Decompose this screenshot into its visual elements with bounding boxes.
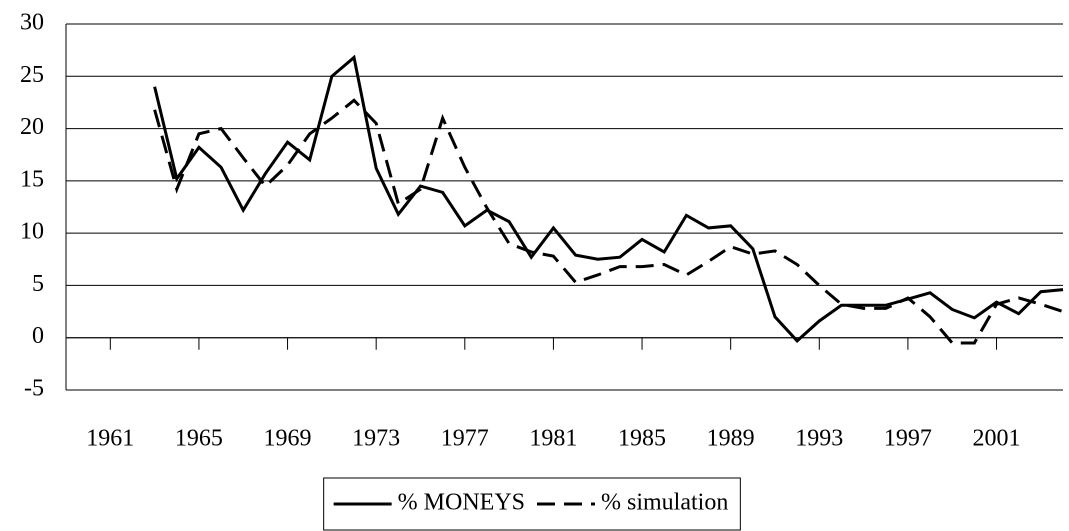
x-tick-label: 1977	[441, 426, 489, 452]
x-tick-label: 1969	[264, 426, 312, 452]
y-tick-label: 25	[20, 62, 44, 88]
y-tick-label: 20	[20, 114, 44, 140]
y-tick-label: 30	[20, 10, 44, 36]
y-tick-label: 15	[20, 166, 44, 192]
series-line	[153, 98, 1064, 345]
x-tick-label: 1981	[529, 426, 577, 452]
y-tick-label: 5	[32, 271, 44, 297]
legend-label: % MONEYS	[398, 490, 525, 516]
x-tick-label: 1993	[795, 426, 843, 452]
y-tick-label: -5	[24, 376, 44, 402]
x-tick-label: 1989	[707, 426, 755, 452]
legend: % MONEYS % simulation	[323, 477, 741, 531]
x-tick-label: 1997	[884, 426, 932, 452]
legend-box	[323, 477, 741, 531]
legend-label: % simulation	[601, 490, 728, 516]
x-tick-label: 1961	[86, 426, 134, 452]
x-tick-label: 1985	[618, 426, 666, 452]
x-tick-label: 2001	[973, 426, 1021, 452]
y-tick-label: 0	[32, 323, 44, 349]
x-tick-label: 1965	[175, 426, 223, 452]
x-tick-label: 1973	[352, 426, 400, 452]
series-line	[153, 54, 1064, 343]
y-tick-label: 10	[20, 219, 44, 245]
